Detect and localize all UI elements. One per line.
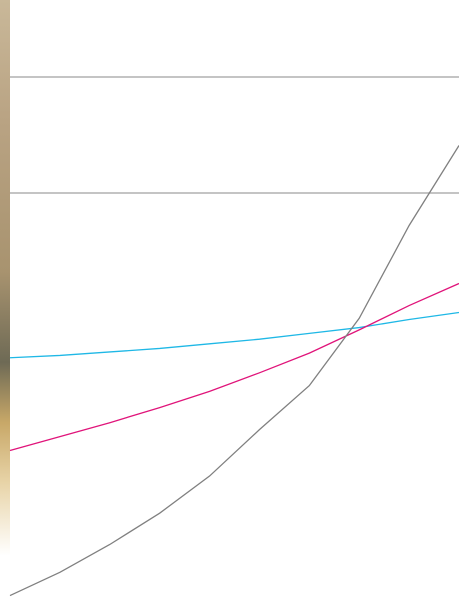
photo-strip	[0, 0, 10, 604]
series-line	[9, 145, 459, 597]
series-line	[9, 311, 459, 359]
series-line	[9, 282, 459, 452]
